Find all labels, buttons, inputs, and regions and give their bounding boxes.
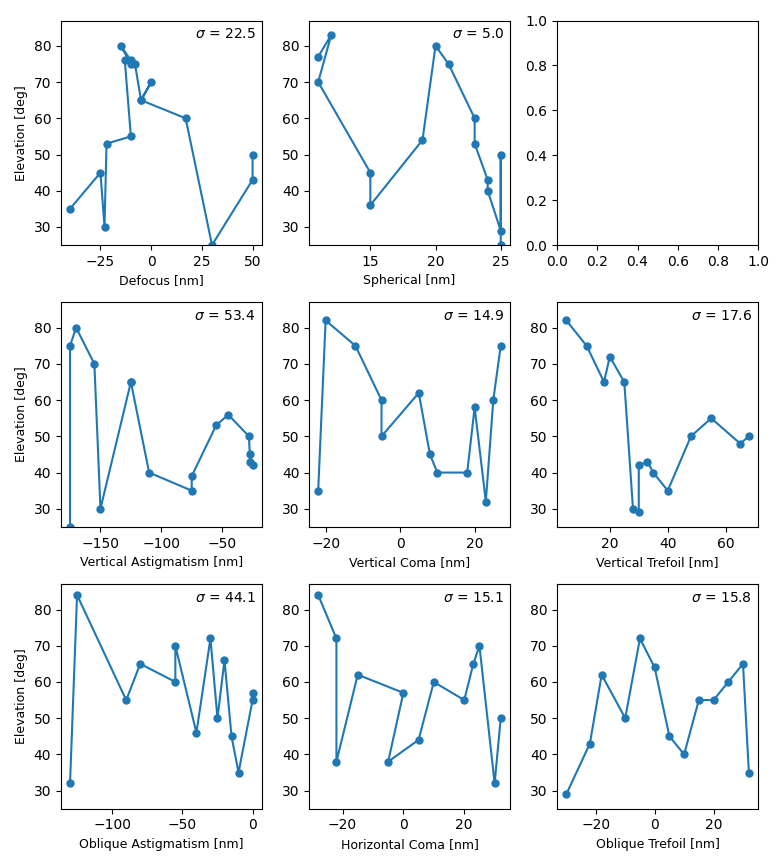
Y-axis label: Elevation [deg]: Elevation [deg] [15, 85, 28, 181]
X-axis label: Oblique Astigmatism [nm]: Oblique Astigmatism [nm] [79, 838, 244, 851]
X-axis label: Vertical Astigmatism [nm]: Vertical Astigmatism [nm] [80, 556, 243, 569]
Text: $\sigma$ = 14.9: $\sigma$ = 14.9 [443, 309, 504, 323]
Text: $\sigma$ = 22.5: $\sigma$ = 22.5 [194, 27, 256, 42]
Y-axis label: Elevation [deg]: Elevation [deg] [15, 649, 28, 744]
Y-axis label: Elevation [deg]: Elevation [deg] [15, 366, 28, 462]
Text: $\sigma$ = 15.1: $\sigma$ = 15.1 [443, 591, 504, 605]
X-axis label: Vertical Trefoil [nm]: Vertical Trefoil [nm] [597, 556, 719, 569]
X-axis label: Defocus [nm]: Defocus [nm] [119, 275, 204, 288]
Text: $\sigma$ = 17.6: $\sigma$ = 17.6 [691, 309, 752, 323]
Text: $\sigma$ = 53.4: $\sigma$ = 53.4 [194, 309, 256, 323]
Text: $\sigma$ = 5.0: $\sigma$ = 5.0 [452, 27, 504, 42]
Text: $\sigma$ = 44.1: $\sigma$ = 44.1 [194, 591, 256, 605]
X-axis label: Vertical Coma [nm]: Vertical Coma [nm] [349, 556, 470, 569]
X-axis label: Spherical [nm]: Spherical [nm] [363, 275, 456, 288]
X-axis label: Horizontal Coma [nm]: Horizontal Coma [nm] [340, 838, 478, 851]
X-axis label: Oblique Trefoil [nm]: Oblique Trefoil [nm] [596, 838, 720, 851]
Text: $\sigma$ = 15.8: $\sigma$ = 15.8 [691, 591, 752, 605]
